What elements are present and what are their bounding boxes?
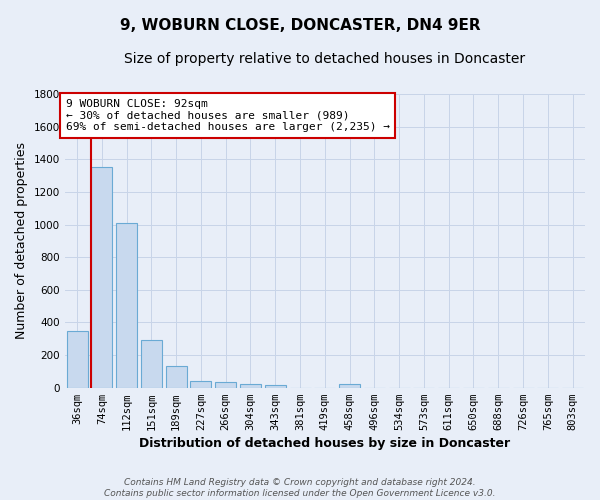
Text: 9 WOBURN CLOSE: 92sqm
← 30% of detached houses are smaller (989)
69% of semi-det: 9 WOBURN CLOSE: 92sqm ← 30% of detached … — [66, 99, 390, 132]
Title: Size of property relative to detached houses in Doncaster: Size of property relative to detached ho… — [124, 52, 526, 66]
Bar — [240, 384, 261, 388]
Bar — [265, 385, 286, 388]
Text: 9, WOBURN CLOSE, DONCASTER, DN4 9ER: 9, WOBURN CLOSE, DONCASTER, DN4 9ER — [119, 18, 481, 32]
Bar — [91, 168, 112, 388]
Text: Contains HM Land Registry data © Crown copyright and database right 2024.
Contai: Contains HM Land Registry data © Crown c… — [104, 478, 496, 498]
Bar — [141, 340, 162, 388]
Bar — [116, 223, 137, 388]
Bar — [215, 382, 236, 388]
Y-axis label: Number of detached properties: Number of detached properties — [15, 142, 28, 340]
Bar — [339, 384, 360, 388]
Bar — [166, 366, 187, 388]
X-axis label: Distribution of detached houses by size in Doncaster: Distribution of detached houses by size … — [139, 437, 511, 450]
Bar — [190, 381, 211, 388]
Bar — [67, 330, 88, 388]
